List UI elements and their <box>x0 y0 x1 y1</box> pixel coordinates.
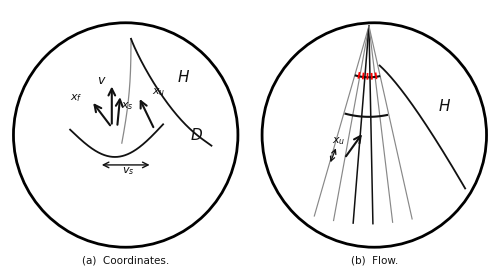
Text: $x_u$: $x_u$ <box>332 136 345 147</box>
Text: (a)  Coordinates.: (a) Coordinates. <box>82 256 170 266</box>
Text: $x_f$: $x_f$ <box>70 92 82 103</box>
Text: $x_u$: $x_u$ <box>152 86 166 98</box>
Text: $H$: $H$ <box>438 99 452 114</box>
Text: $v_s$: $v_s$ <box>122 166 135 177</box>
Text: $v$: $v$ <box>97 74 106 87</box>
Text: (b)  Flow.: (b) Flow. <box>350 256 398 266</box>
Text: $H$: $H$ <box>177 69 190 85</box>
Text: $x_s$: $x_s$ <box>122 100 134 112</box>
Text: $D$: $D$ <box>190 127 203 143</box>
